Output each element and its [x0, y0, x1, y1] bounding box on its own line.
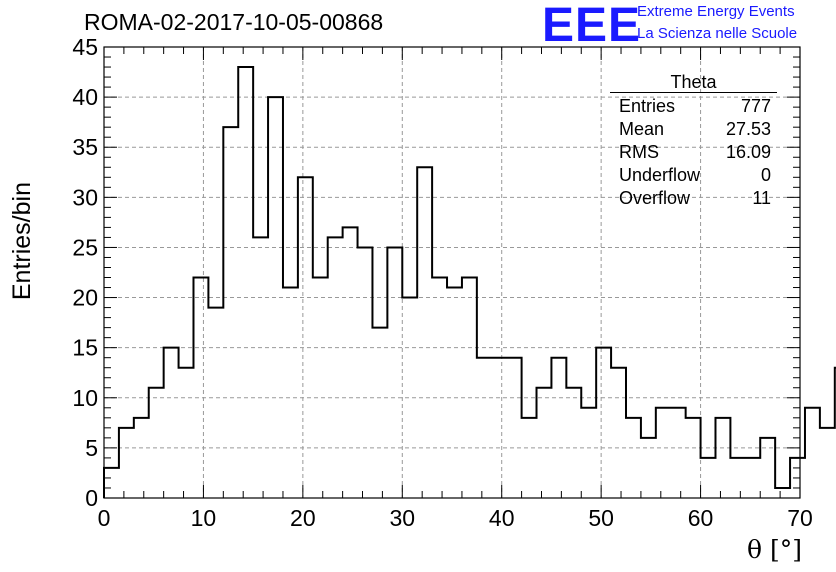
- stats-row-entries: Entries 777: [610, 95, 777, 118]
- histogram-outline: [103, 66, 836, 498]
- histogram-bin: [745, 458, 760, 498]
- histogram-bin: [686, 418, 701, 498]
- y-tick-label: 5: [85, 435, 98, 461]
- histogram-bin: [596, 348, 611, 498]
- stats-row-underflow: Underflow 0: [610, 164, 777, 187]
- histogram-bin: [820, 428, 835, 498]
- stats-label: Underflow: [619, 165, 701, 185]
- y-tick-label: 45: [72, 34, 98, 60]
- x-tick-label: 30: [389, 505, 415, 531]
- histogram-bin: [358, 247, 373, 498]
- histogram-bin: [313, 278, 328, 498]
- stats-box: Theta Entries 777 Mean 27.53 RMS 16.09 U…: [610, 72, 777, 210]
- x-tick-label: 60: [688, 505, 714, 531]
- histogram-bin: [611, 368, 626, 498]
- y-axis-label-wrap: Entries/bin: [8, 182, 38, 322]
- x-tick-label: 40: [489, 505, 515, 531]
- x-tick-label: 20: [290, 505, 316, 531]
- histogram-bin: [492, 358, 507, 498]
- histogram-bin: [223, 127, 238, 498]
- histogram-bin: [760, 438, 775, 498]
- histogram-bin: [193, 278, 208, 498]
- histogram-bin: [208, 308, 223, 498]
- chart-title: ROMA-02-2017-10-05-00868: [84, 9, 384, 35]
- histogram-bin: [104, 468, 119, 498]
- histogram-bin: [790, 458, 805, 498]
- stats-row-overflow: Overflow 11: [610, 187, 777, 210]
- eee-logo: EEE: [542, 0, 642, 52]
- y-tick-label: 40: [72, 84, 98, 110]
- histogram-bin: [238, 67, 253, 498]
- y-tick-label: 25: [72, 234, 98, 260]
- histogram-bin: [775, 488, 790, 498]
- x-axis-label: θ [°]: [746, 535, 802, 564]
- histogram-bin: [432, 278, 447, 498]
- y-tick-label: 15: [72, 335, 98, 361]
- histogram-bin: [179, 368, 194, 498]
- histogram-bin: [298, 177, 313, 498]
- histogram-bin: [730, 458, 745, 498]
- histogram-bin: [268, 97, 283, 498]
- y-tick-label: 30: [72, 184, 98, 210]
- y-tick-label: 10: [72, 385, 98, 411]
- histogram-bin: [417, 167, 432, 498]
- stats-value: 777: [740, 96, 771, 116]
- histogram-bin: [551, 358, 566, 498]
- histogram-bin: [522, 418, 537, 498]
- histogram-bin: [626, 418, 641, 498]
- histogram-bin: [149, 388, 164, 498]
- stats-value: 27.53: [725, 119, 771, 139]
- stats-value: 16.09: [725, 142, 771, 162]
- histogram-bin: [671, 408, 686, 498]
- histogram-bin: [656, 408, 671, 498]
- histogram-bin: [477, 358, 492, 498]
- x-tick-label: 10: [191, 505, 217, 531]
- stats-row-rms: RMS 16.09: [610, 141, 777, 164]
- histogram-bin: [387, 247, 402, 498]
- stats-row-mean: Mean 27.53: [610, 118, 777, 141]
- stats-label: Entries: [619, 96, 676, 116]
- histogram-bin: [328, 237, 343, 498]
- histogram-bin: [715, 418, 730, 498]
- histogram-bin: [641, 438, 656, 498]
- histogram-bin: [253, 237, 268, 498]
- stats-value: 11: [752, 188, 771, 208]
- y-tick-label: 20: [72, 285, 98, 311]
- histogram-bin: [566, 388, 581, 498]
- plot-frame: [103, 46, 801, 499]
- stats-label: RMS: [619, 142, 659, 162]
- histogram-bin: [507, 358, 522, 498]
- x-tick-label: 70: [787, 505, 813, 531]
- histogram-bin: [701, 458, 716, 498]
- y-axis-label: Entries/bin: [8, 182, 36, 301]
- histogram-bin: [581, 408, 596, 498]
- stats-value: 0: [760, 165, 771, 185]
- histogram-bin: [134, 418, 149, 498]
- stats-label: Mean: [619, 119, 665, 139]
- stats-title: Theta: [610, 72, 777, 93]
- histogram-bin: [372, 328, 387, 498]
- stats-label: Overflow: [619, 188, 691, 208]
- logo-line-2: La Scienza nelle Scuole: [637, 25, 798, 42]
- histogram-bin: [283, 288, 298, 498]
- histogram-bin: [805, 408, 820, 498]
- y-tick-label: 0: [85, 485, 98, 511]
- histogram-bin: [447, 288, 462, 498]
- x-tick-label: 0: [98, 505, 111, 531]
- y-tick-label: 35: [72, 134, 98, 160]
- histogram-bin: [164, 348, 179, 498]
- histogram-bin: [343, 227, 358, 498]
- histogram-bin: [537, 388, 552, 498]
- histogram-bin: [119, 428, 134, 498]
- histogram-bin: [402, 298, 417, 498]
- histogram-bin: [462, 278, 477, 498]
- x-tick-label: 50: [588, 505, 614, 531]
- logo-line-1: Extreme Energy Events: [637, 3, 795, 20]
